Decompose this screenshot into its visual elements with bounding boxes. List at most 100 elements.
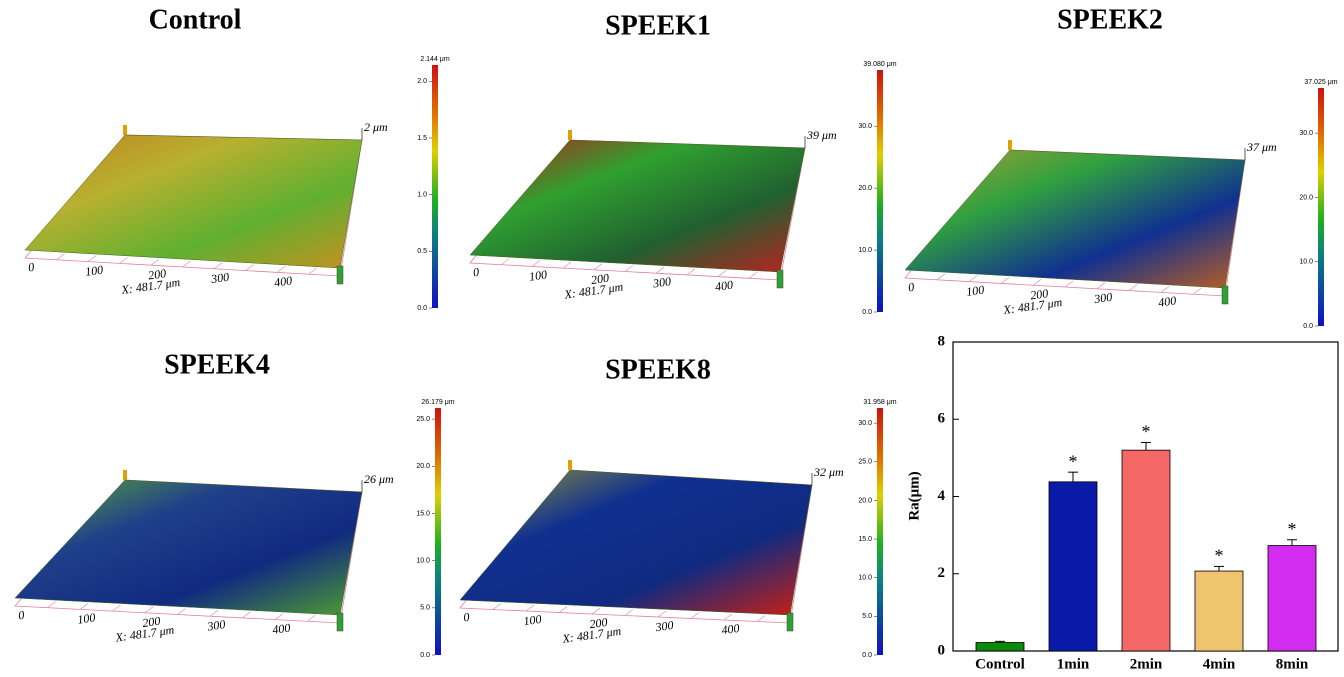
x-tick-label: 300 — [1092, 290, 1113, 307]
colorbar-tick-label: 15.0 — [858, 536, 872, 543]
x-tick-label: 8min — [1276, 656, 1309, 672]
floor-grid — [717, 270, 727, 277]
x-tick-label: 200 — [147, 266, 167, 282]
floor-grid — [213, 262, 223, 270]
colorbar-tick-label: 20.0 — [416, 463, 430, 470]
floor-grid — [657, 610, 667, 618]
y-tick-label: 0 — [938, 642, 946, 658]
floor-grid — [1160, 286, 1170, 293]
colorbar-max-label: 39.080 μm — [863, 61, 896, 68]
colorbar-tick-label: 20.0 — [858, 185, 872, 192]
surface — [24, 134, 363, 269]
floor-grid — [112, 604, 121, 612]
z-label: 2 μm — [364, 120, 388, 134]
colorbar-tick-label: 0.5 — [417, 248, 427, 255]
floor-grid — [591, 607, 601, 615]
floor-grid — [1032, 278, 1042, 286]
x-tick-label: 200 — [141, 614, 161, 630]
floor-grid — [748, 272, 758, 279]
floor-grid — [492, 603, 502, 610]
corner-marker — [1221, 285, 1229, 305]
colorbar — [1318, 88, 1324, 326]
floor-grid — [79, 603, 89, 610]
floor-grid — [558, 606, 568, 613]
floor-grid — [209, 609, 219, 617]
y-tick-label: 4 — [938, 488, 946, 504]
x-axis-label: X: 481.7 μm — [563, 279, 625, 301]
bar — [1194, 570, 1244, 652]
floor-grid — [1128, 284, 1138, 291]
colorbar-tick-label: 0.0 — [417, 305, 427, 312]
x-tick-label: 100 — [76, 610, 96, 626]
x-tick-label: 300 — [205, 617, 226, 634]
colorbar-max-label: 31.958 μm — [863, 399, 896, 406]
colorbar-tick-label: 30.0 — [1299, 130, 1313, 137]
corner-marker — [336, 612, 344, 632]
panel-title: SPEEK2 — [1057, 4, 1163, 35]
x-tick-label: 300 — [651, 274, 672, 291]
significance-mark: * — [1215, 546, 1224, 566]
floor-grid — [144, 606, 154, 614]
colorbar-tick-label: 25.0 — [416, 416, 430, 423]
colorbar-tick-label: 2.0 — [417, 78, 427, 85]
y-tick-label: 6 — [938, 411, 946, 427]
significance-mark: * — [1142, 422, 1151, 442]
colorbar-tick-label: 30.0 — [858, 123, 872, 130]
floor-grid — [308, 267, 317, 275]
floor-grid — [56, 253, 65, 261]
corner-marker — [568, 460, 572, 470]
x-tick-label: 100 — [528, 267, 548, 283]
panel-title: SPEEK1 — [605, 10, 711, 41]
surface — [904, 149, 1246, 289]
floor-grid — [624, 265, 634, 272]
x-tick-label: 200 — [590, 271, 610, 287]
colorbar-tick-label: 10.0 — [1299, 259, 1313, 266]
x-tick-label: 2min — [1130, 656, 1163, 672]
panel-title: SPEEK8 — [605, 354, 711, 385]
colorbar — [877, 70, 883, 312]
floor-grid — [1000, 277, 1010, 284]
colorbar-tick-label: 0.0 — [1303, 323, 1313, 330]
x-tick-label: 0 — [907, 280, 915, 295]
floor-grid — [562, 261, 572, 269]
x-tick-label: 300 — [654, 618, 675, 635]
floor-grid — [686, 268, 696, 276]
bar — [1048, 481, 1098, 652]
x-tick-label: 0 — [17, 608, 25, 623]
floor-grid — [177, 608, 186, 615]
x-axis-label: X: 481.7 μm — [114, 622, 176, 644]
z-label: 39 μm — [806, 128, 837, 142]
colorbar-tick-label: 20.0 — [858, 497, 872, 504]
floor-grid — [182, 260, 191, 268]
x-tick-label: 0 — [462, 610, 470, 625]
bar — [975, 642, 1025, 652]
floor-grid — [87, 255, 97, 262]
floor-grid — [47, 601, 56, 608]
x-axis-label: X: 481.7 μm — [120, 275, 182, 297]
colorbar — [432, 65, 438, 308]
colorbar-tick-label: 5.0 — [420, 605, 430, 612]
y-tick-label: 8 — [938, 333, 946, 349]
surface — [14, 479, 363, 616]
corner-marker — [123, 125, 127, 135]
colorbar-tick-label: 0.0 — [862, 652, 872, 659]
floor-grid — [525, 604, 535, 612]
colorbar-tick-label: 15.0 — [416, 510, 430, 517]
corner-marker — [568, 130, 572, 140]
y-axis-label: Ra(μm) — [906, 471, 922, 520]
panel-title: Control — [149, 4, 242, 35]
floor-grid — [593, 263, 603, 271]
x-tick-label: Control — [975, 656, 1025, 672]
x-tick-label: 400 — [714, 278, 734, 294]
x-tick-label: 200 — [1029, 286, 1049, 302]
surface — [469, 139, 806, 273]
x-tick-label: 400 — [271, 621, 291, 637]
surface — [459, 469, 813, 616]
floor-grid — [531, 260, 541, 267]
z-label: 37 μm — [1246, 140, 1277, 154]
floor-grid — [274, 613, 284, 620]
floor-grid — [968, 275, 978, 282]
bar — [1121, 449, 1171, 652]
colorbar-tick-label: 1.5 — [417, 135, 427, 142]
